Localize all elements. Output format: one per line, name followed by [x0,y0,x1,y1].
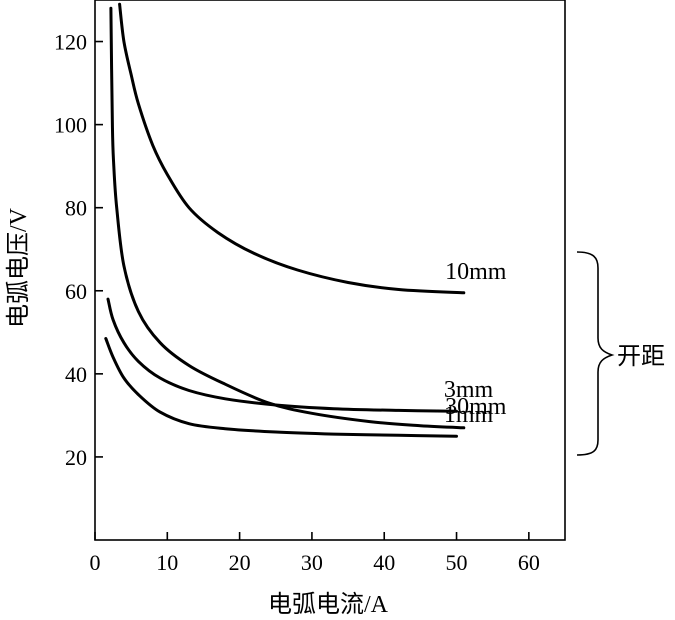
x-tick-label: 0 [90,550,101,575]
x-tick-label: 20 [229,550,251,575]
curves [104,2,466,438]
gap-bracket [576,251,615,456]
series-line-10mm [118,2,466,295]
ticks: 0 10 20 30 40 50 60 20 40 60 80 100 120 [54,30,540,575]
axes [94,0,566,541]
plot-frame [94,0,566,541]
x-axis-title: 电弧电流/A [268,591,389,618]
series-line-30mm [109,6,466,430]
series-line-3mm [106,297,458,413]
series-label-30mm: 30mm [445,394,507,420]
y-tick-label: 60 [65,279,87,304]
series-label-10mm: 10mm [445,259,507,285]
x-tick-label: 40 [373,550,395,575]
series-label-1mm: 1mm [444,402,494,428]
x-tick-label: 30 [301,550,323,575]
x-tick-label: 10 [156,550,178,575]
y-axis-title: 电弧电压/V [5,207,32,328]
x-tick-label: 50 [446,550,468,575]
y-tick-label: 80 [65,196,87,221]
y-tick-label: 100 [54,113,87,138]
series-line-1mm [104,337,458,438]
y-tick-label: 120 [54,30,87,55]
y-tick-label: 40 [65,362,87,387]
series-label-3mm: 3mm [444,377,494,403]
gap-group-label: 开距 [617,344,665,370]
y-tick-label: 20 [65,445,87,470]
x-tick-label: 60 [518,550,540,575]
